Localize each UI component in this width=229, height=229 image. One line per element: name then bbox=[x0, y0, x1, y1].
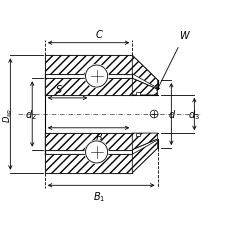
Circle shape bbox=[85, 66, 107, 88]
Polygon shape bbox=[132, 134, 157, 150]
Text: B: B bbox=[95, 132, 102, 142]
Polygon shape bbox=[45, 56, 132, 74]
Polygon shape bbox=[45, 155, 132, 173]
Text: C: C bbox=[95, 30, 102, 40]
Circle shape bbox=[84, 140, 108, 164]
Text: B$_1$: B$_1$ bbox=[92, 189, 105, 203]
Polygon shape bbox=[132, 140, 157, 173]
Text: d$_2$: d$_2$ bbox=[25, 108, 37, 121]
Text: W: W bbox=[178, 31, 188, 41]
Polygon shape bbox=[132, 56, 157, 89]
Text: D$_{sp}$: D$_{sp}$ bbox=[2, 107, 15, 122]
Circle shape bbox=[85, 141, 107, 163]
Polygon shape bbox=[45, 134, 132, 150]
Polygon shape bbox=[135, 93, 140, 95]
Text: d$_3$: d$_3$ bbox=[188, 108, 199, 121]
Polygon shape bbox=[45, 79, 132, 95]
Polygon shape bbox=[132, 79, 157, 95]
Text: S: S bbox=[55, 85, 62, 95]
Text: d: d bbox=[167, 109, 174, 120]
Polygon shape bbox=[135, 134, 140, 136]
Circle shape bbox=[84, 65, 108, 89]
